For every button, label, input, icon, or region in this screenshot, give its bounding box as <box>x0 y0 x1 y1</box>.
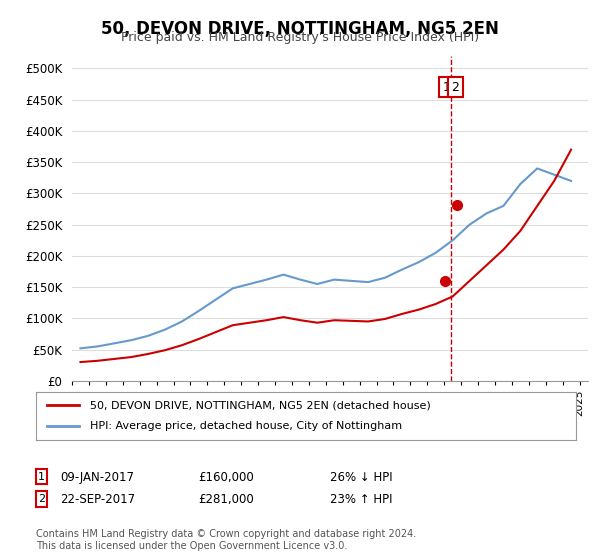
Text: 22-SEP-2017: 22-SEP-2017 <box>60 493 135 506</box>
Text: 1: 1 <box>38 472 45 482</box>
Text: 2: 2 <box>38 494 45 504</box>
Text: 09-JAN-2017: 09-JAN-2017 <box>60 470 134 484</box>
Text: Price paid vs. HM Land Registry's House Price Index (HPI): Price paid vs. HM Land Registry's House … <box>121 31 479 44</box>
Text: 2: 2 <box>451 81 459 94</box>
Text: £281,000: £281,000 <box>198 493 254 506</box>
Text: 23% ↑ HPI: 23% ↑ HPI <box>330 493 392 506</box>
Text: 50, DEVON DRIVE, NOTTINGHAM, NG5 2EN (detached house): 50, DEVON DRIVE, NOTTINGHAM, NG5 2EN (de… <box>90 400 431 410</box>
Text: 26% ↓ HPI: 26% ↓ HPI <box>330 470 392 484</box>
Text: Contains HM Land Registry data © Crown copyright and database right 2024.
This d: Contains HM Land Registry data © Crown c… <box>36 529 416 551</box>
Text: HPI: Average price, detached house, City of Nottingham: HPI: Average price, detached house, City… <box>90 421 402 431</box>
Text: 50, DEVON DRIVE, NOTTINGHAM, NG5 2EN: 50, DEVON DRIVE, NOTTINGHAM, NG5 2EN <box>101 20 499 38</box>
Text: £160,000: £160,000 <box>198 470 254 484</box>
Text: 1: 1 <box>443 81 451 94</box>
